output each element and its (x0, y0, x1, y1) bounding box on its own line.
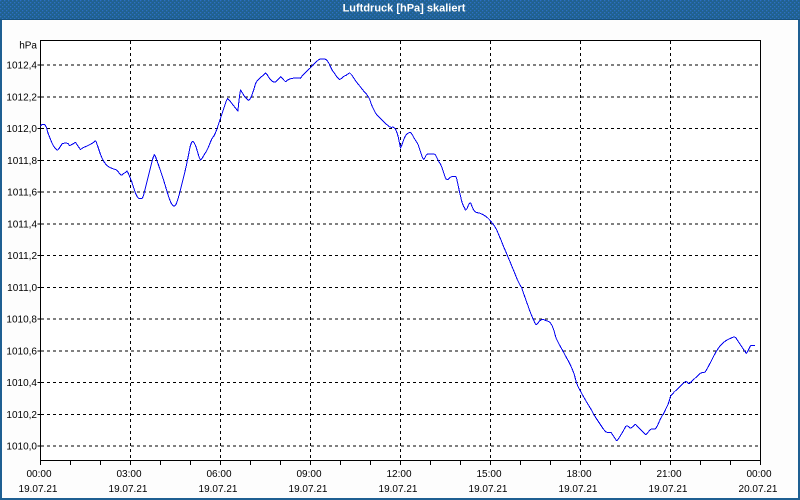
svg-text:1012,4: 1012,4 (6, 61, 37, 72)
svg-text:19.07.21: 19.07.21 (559, 484, 598, 495)
svg-text:1011,4: 1011,4 (7, 219, 37, 230)
svg-text:1010,6: 1010,6 (6, 346, 37, 357)
svg-text:1011,0: 1011,0 (7, 283, 37, 294)
svg-text:19.07.21: 19.07.21 (379, 484, 418, 495)
svg-text:19.07.21: 19.07.21 (109, 484, 148, 495)
svg-text:06:00: 06:00 (206, 469, 231, 480)
svg-text:18:00: 18:00 (566, 469, 591, 480)
svg-text:1012,2: 1012,2 (6, 92, 37, 103)
svg-text:19.07.21: 19.07.21 (469, 484, 508, 495)
svg-text:1010,2: 1010,2 (6, 410, 37, 421)
svg-text:1011,2: 1011,2 (7, 251, 37, 262)
svg-text:1011,8: 1011,8 (7, 156, 37, 167)
svg-text:Luftdruck [hPa] skaliert: Luftdruck [hPa] skaliert (343, 3, 466, 15)
svg-text:19.07.21: 19.07.21 (289, 484, 328, 495)
svg-text:19.07.21: 19.07.21 (19, 484, 58, 495)
svg-text:20.07.21: 20.07.21 (739, 484, 778, 495)
svg-text:1011,6: 1011,6 (7, 188, 37, 199)
svg-text:1010,8: 1010,8 (6, 315, 37, 326)
svg-text:hPa: hPa (19, 41, 37, 52)
svg-text:19.07.21: 19.07.21 (199, 484, 238, 495)
svg-text:09:00: 09:00 (296, 469, 321, 480)
svg-text:03:00: 03:00 (116, 469, 141, 480)
svg-text:1012,0: 1012,0 (6, 124, 37, 135)
svg-text:19.07.21: 19.07.21 (649, 484, 688, 495)
svg-text:12:00: 12:00 (386, 469, 411, 480)
svg-text:15:00: 15:00 (476, 469, 501, 480)
svg-text:21:00: 21:00 (656, 469, 681, 480)
svg-text:1010,4: 1010,4 (6, 378, 37, 389)
svg-text:1010,0: 1010,0 (6, 442, 37, 453)
svg-text:00:00: 00:00 (26, 469, 51, 480)
svg-text:00:00: 00:00 (746, 469, 771, 480)
